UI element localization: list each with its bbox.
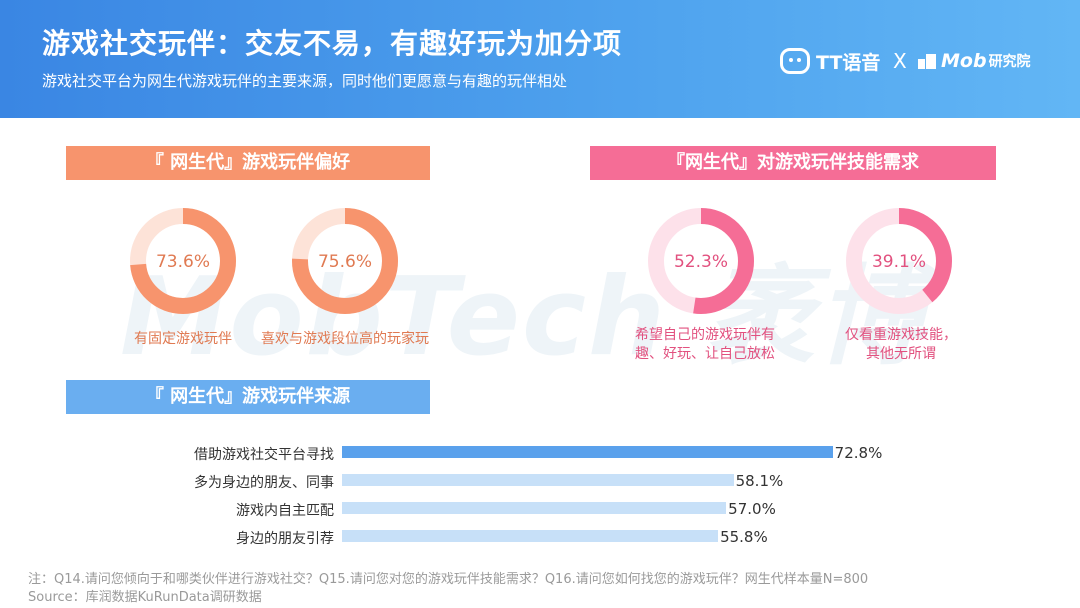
bar-category-label: 多为身边的朋友、同事 bbox=[194, 475, 334, 491]
donut-value: 75.6% bbox=[317, 252, 372, 272]
bar-category-label: 借助游戏社交平台寻找 bbox=[194, 447, 334, 463]
donut-value: 39.1% bbox=[871, 252, 926, 272]
donut-fun-partner-svg bbox=[648, 208, 754, 314]
bar-value-label: 57.0% bbox=[728, 500, 776, 518]
page-subtitle: 游戏社交平台为网生代游戏玩伴的主要来源，同时他们更愿意与有趣的玩伴相处 bbox=[42, 72, 568, 90]
donut-label-fun-partner: 希望自己的游戏玩伴有 趣、好玩、让自己放松 bbox=[620, 326, 790, 364]
bar bbox=[342, 474, 734, 486]
footnote: 注：Q14.请问您倾向于和哪类伙伴进行游戏社交？Q15.请问您对您的游戏玩伴技能… bbox=[28, 572, 869, 587]
donut-value: 52.3% bbox=[673, 252, 728, 272]
donut-label-high-rank: 喜欢与游戏段位高的玩家玩 bbox=[261, 331, 429, 347]
bar-value-label: 58.1% bbox=[735, 472, 784, 490]
brand-separator: X bbox=[893, 49, 907, 73]
bar-value-label: 55.8% bbox=[720, 528, 768, 546]
mob-brand-cn: 研究院 bbox=[988, 54, 1031, 70]
mob-brand-text: Mob bbox=[941, 50, 987, 72]
donut-arc bbox=[292, 208, 398, 314]
mob-logo-icon bbox=[918, 54, 936, 69]
bar-category-label: 身边的朋友引荐 bbox=[236, 531, 334, 547]
donut-fixed-partner-svg bbox=[130, 208, 236, 314]
tt-brand: TT语音 bbox=[780, 44, 880, 78]
bar bbox=[342, 530, 719, 542]
donut-label-line: 趣、好玩、让自己放松 bbox=[635, 346, 775, 362]
donut-fixed-partner: 73.6% bbox=[128, 206, 238, 316]
header-banner: 游戏社交玩伴：交友不易，有趣好玩为加分项 游戏社交平台为网生代游戏玩伴的主要来源… bbox=[0, 0, 1080, 118]
donut-label-line: 其他无所谓 bbox=[866, 346, 936, 362]
source-note: Source：库润数据KuRunData调研数据 bbox=[28, 590, 262, 605]
bar-category-label: 游戏内自主匹配 bbox=[236, 503, 334, 519]
donut-label-skill-only: 仅看重游戏技能， 其他无所谓 bbox=[826, 326, 976, 364]
donut-fun-partner: 52.3% bbox=[646, 206, 756, 316]
bar-value-label: 72.8% bbox=[834, 444, 883, 462]
donut-label-line: 仅看重游戏技能， bbox=[845, 327, 957, 343]
page-title: 游戏社交玩伴：交友不易，有趣好玩为加分项 bbox=[42, 27, 623, 60]
donut-high-rank: 75.6% bbox=[290, 206, 400, 316]
donut-skill-only-svg bbox=[846, 208, 952, 314]
donut-high-rank-svg bbox=[292, 208, 398, 314]
watermark: MobTech 袤博 bbox=[120, 255, 927, 380]
tt-logo-icon bbox=[780, 48, 810, 74]
donut-arc bbox=[648, 208, 754, 314]
section-title-source: 『 网生代』游戏玩伴来源 bbox=[66, 380, 430, 414]
donut-label-fixed-partner: 有固定游戏玩伴 bbox=[134, 331, 232, 347]
tt-brand-text: TT语音 bbox=[816, 51, 881, 74]
mob-brand: Mob 研究院 bbox=[917, 44, 1031, 78]
donut-label-line: 希望自己的游戏玩伴有 bbox=[635, 327, 775, 343]
section-title-preference: 『 网生代』游戏玩伴偏好 bbox=[66, 146, 430, 180]
bar bbox=[342, 502, 727, 514]
donut-arc bbox=[130, 208, 236, 314]
section-title-skill: 『网生代』对游戏玩伴技能需求 bbox=[590, 146, 996, 180]
bar bbox=[342, 446, 833, 458]
donut-value: 73.6% bbox=[155, 252, 210, 272]
donut-skill-only: 39.1% bbox=[844, 206, 954, 316]
donut-arc bbox=[846, 208, 952, 314]
